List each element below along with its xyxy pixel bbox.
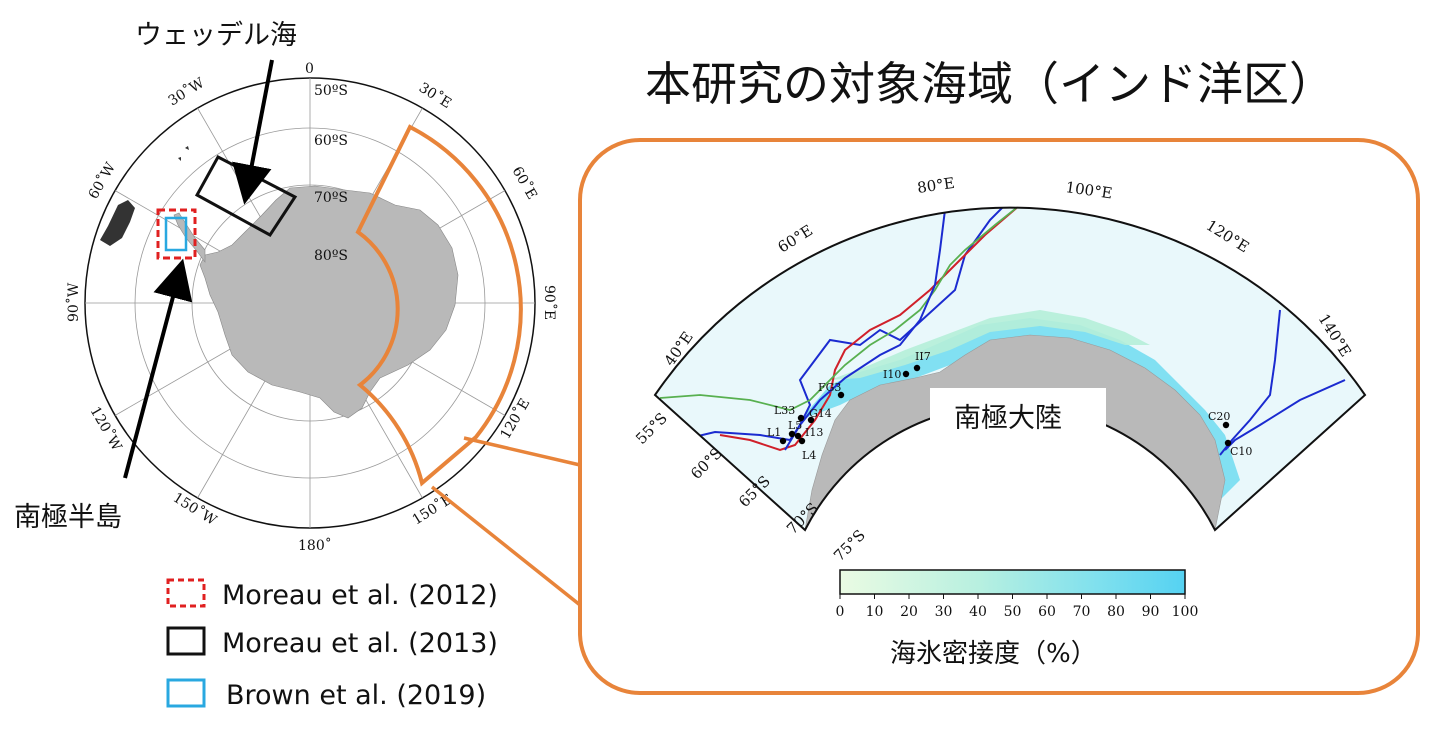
station-label: L33 xyxy=(774,404,795,417)
track-blue-d xyxy=(1224,379,1346,451)
lon-label-0: 0 xyxy=(305,61,314,77)
station-label: I13 xyxy=(805,426,823,439)
lon-label-30w: 30˚W xyxy=(165,74,208,110)
station-label: L4 xyxy=(802,449,816,462)
lat-label-60: 60ºS xyxy=(314,133,348,149)
polar-map: 50ºS 60ºS 70ºS 80ºS 0 30˚W 60˚W 90˚W 120… xyxy=(65,61,558,554)
antarctica-landmass xyxy=(199,185,459,419)
moreau-2012-box xyxy=(156,208,197,260)
legend-swatch-moreau-2012 xyxy=(166,578,206,608)
track-blue-b xyxy=(784,209,946,451)
station-marker xyxy=(807,416,815,424)
peninsula-landmass xyxy=(173,212,206,263)
station-label: FG3 xyxy=(818,381,841,394)
station-label: L5 xyxy=(788,419,802,432)
colorbar-tick-label: 80 xyxy=(1107,604,1125,620)
station-marker xyxy=(779,437,787,445)
station-label: II7 xyxy=(915,350,931,363)
connector-upper xyxy=(463,436,581,467)
lat-label-70: 70ºS xyxy=(314,190,348,206)
track-green xyxy=(659,207,1021,411)
inset-lon-80e: 80°E xyxy=(916,174,956,197)
station-label: C20 xyxy=(1208,410,1230,423)
lon-label-90e: 90˚E xyxy=(541,285,558,320)
legend-text-moreau-2013: Moreau et al. (2013) xyxy=(222,628,498,659)
legend-text-brown-2019: Brown et al. (2019) xyxy=(226,680,486,711)
peninsula-arrow xyxy=(123,258,193,479)
colorbar-tick-label: 0 xyxy=(836,604,845,620)
colorbar-tick-label: 20 xyxy=(900,604,918,620)
page-title: 本研究の対象海域（インド洋区） xyxy=(645,57,1335,111)
islands xyxy=(178,146,189,161)
legend-swatch-moreau-2013 xyxy=(166,626,206,656)
indian-sector-outline xyxy=(355,124,523,487)
continent-label-box xyxy=(930,388,1106,444)
colorbar-ramp xyxy=(839,569,1186,595)
station-label: G14 xyxy=(809,407,832,420)
continent-label: 南極大陸 xyxy=(954,403,1062,434)
peninsula-label: 南極半島 xyxy=(14,502,122,533)
station-marker xyxy=(837,391,845,399)
colorbar-label: 海氷密接度（%） xyxy=(890,639,1097,669)
legend: Moreau et al. (2012) Moreau et al. (2013… xyxy=(166,578,498,711)
colorbar-tick-label: 30 xyxy=(935,604,953,620)
weddell-arrow xyxy=(232,59,274,205)
station-marker xyxy=(913,364,921,372)
colorbar-tick-label: 40 xyxy=(969,604,987,620)
colorbar-tick-label: 70 xyxy=(1073,604,1091,620)
brown-2019-box xyxy=(164,216,188,252)
station-marker xyxy=(788,430,796,438)
lat-label-80: 80ºS xyxy=(314,248,348,264)
track-blue-a xyxy=(659,207,1006,446)
station-label: I10 xyxy=(883,368,901,381)
lon-label-180: 180˚ xyxy=(298,537,332,554)
weddell-label: ウェッデル海 xyxy=(135,20,297,51)
lon-label-90w: 90˚W xyxy=(65,282,82,322)
legend-swatch-brown-2019 xyxy=(166,678,206,708)
colorbar-tick-label: 60 xyxy=(1038,604,1056,620)
colorbar-tick-label: 50 xyxy=(1004,604,1022,620)
lon-label-60e: 60˚E xyxy=(509,164,541,203)
south-america-tip xyxy=(100,200,135,246)
station-marker xyxy=(794,432,802,440)
colorbar-tick-label: 90 xyxy=(1142,604,1160,620)
colorbar: 0 10 20 30 40 50 60 70 80 90 100 海氷密接度（%） xyxy=(836,569,1199,669)
station-marker xyxy=(1224,439,1232,447)
station-marker xyxy=(1222,421,1230,429)
track-red xyxy=(719,207,1021,452)
station-label: L1 xyxy=(767,426,781,439)
station-marker xyxy=(902,370,910,378)
station-marker xyxy=(798,437,806,445)
station-marker xyxy=(797,414,805,422)
lat-label-50: 50ºS xyxy=(314,83,348,99)
colorbar-tick-label: 100 xyxy=(1172,604,1199,620)
colorbar-tick-label: 10 xyxy=(866,604,884,620)
station-label: C10 xyxy=(1230,445,1252,458)
stations: II7 I10 FG3 L33 G14 L1 L5 I13 L4 C20 C10 xyxy=(767,350,1252,462)
legend-text-moreau-2012: Moreau et al. (2012) xyxy=(222,580,498,611)
